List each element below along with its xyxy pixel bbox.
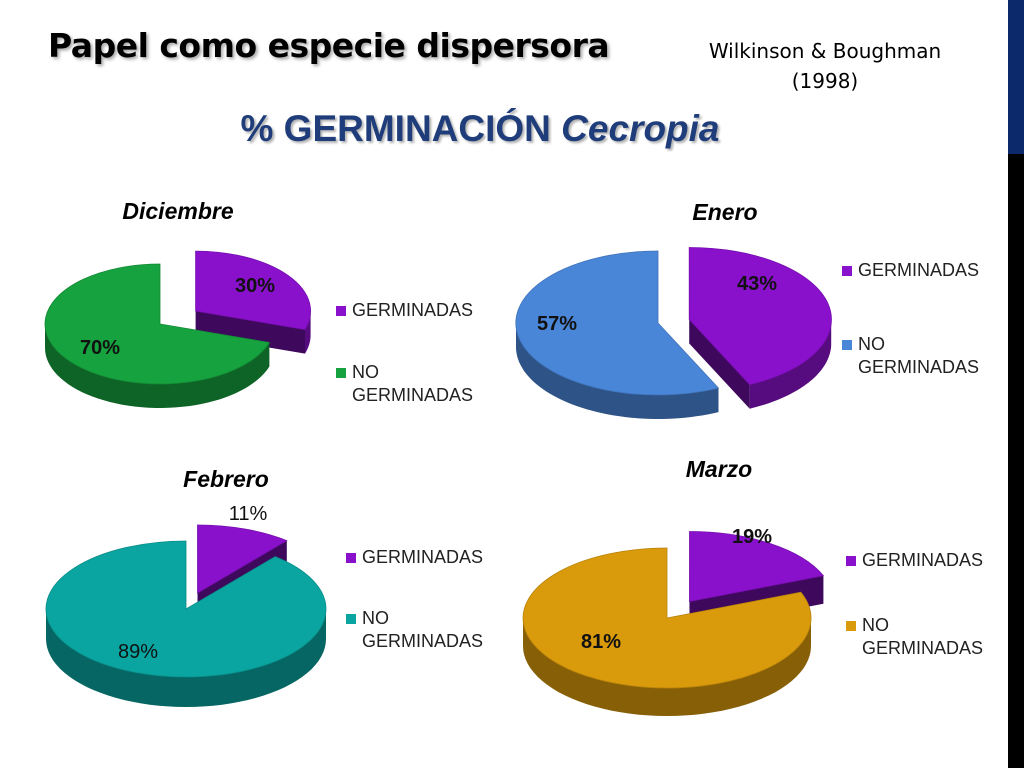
pie-chart-enero: Enero 43% 57% GERMINADAS NO GERMINADAS — [515, 199, 979, 419]
legend-swatch — [336, 306, 346, 316]
legend-entry-line: GERMINADAS — [362, 631, 483, 651]
pie-slice-germinadas — [688, 247, 832, 386]
legend-entry: NO GERMINADAS — [862, 615, 983, 658]
pie-wall-no-germinadas — [523, 618, 811, 716]
legend-entry-line: NO — [352, 362, 379, 382]
chart-headline: % GERMINACIÓN Cecropia — [0, 108, 960, 150]
pie-cut-face — [689, 319, 750, 409]
pie-data-label: 19% — [732, 526, 772, 548]
citation-authors: Wilkinson & Boughman — [708, 39, 942, 63]
pie-slice-no-germinadas — [515, 250, 720, 396]
legend-entry-line: NO — [362, 608, 389, 628]
pie-data-label: 30% — [235, 275, 275, 297]
citation: Wilkinson & Boughman (1998) — [680, 36, 970, 96]
pie-chart-diciembre: Diciembre 30% 70% GERMINADAS NO GERMINADAS — [44, 198, 473, 408]
pie-slice-no-germinadas — [44, 263, 271, 385]
pie-data-label: 89% — [118, 641, 158, 663]
legend-entry-line: GERMINADAS — [862, 638, 983, 658]
pie-wall-germinadas — [749, 319, 832, 409]
pie-slice-germinadas — [689, 531, 825, 602]
pie-slice-no-germinadas — [45, 540, 327, 678]
pie-wall-no-germinadas — [45, 324, 270, 408]
pie-data-label: 43% — [737, 273, 777, 295]
slide-title: Papel como especie dispersora — [48, 26, 610, 65]
pie-title: Enero — [692, 199, 757, 225]
pie-slice-germinadas — [195, 250, 311, 331]
legend-entry: NO GERMINADAS — [352, 362, 473, 405]
headline-prefix: % GERMINACIÓN — [240, 108, 551, 149]
legend-entry-line: GERMINADAS — [858, 357, 979, 377]
legend-swatch — [346, 614, 356, 624]
headline-species: Cecropia — [561, 108, 720, 149]
legend-entry-line: NO — [862, 615, 889, 635]
pie-data-label: 70% — [80, 337, 120, 359]
legend-entry: GERMINADAS — [352, 300, 473, 320]
legend-swatch — [846, 621, 856, 631]
pie-cut-face — [195, 311, 305, 354]
sidebar-accent-bottom — [1008, 154, 1024, 768]
legend-entry: NO GERMINADAS — [858, 334, 979, 377]
pie-wall-no-germinadas — [46, 609, 326, 707]
legend-entry: GERMINADAS — [862, 550, 983, 570]
legend-swatch — [842, 266, 852, 276]
pie-title: Diciembre — [122, 198, 233, 224]
pie-slice-no-germinadas — [522, 547, 812, 689]
legend-swatch — [346, 553, 356, 563]
pie-data-label: 57% — [537, 313, 577, 335]
legend-entry: GERMINADAS — [858, 260, 979, 280]
pie-slice-germinadas — [197, 524, 288, 594]
sidebar-accent-top — [1008, 0, 1024, 154]
pie-title: Marzo — [686, 456, 752, 482]
legend-entry: NO GERMINADAS — [362, 608, 483, 651]
pie-title: Febrero — [183, 466, 269, 492]
legend-entry-line: NO — [858, 334, 885, 354]
pie-chart-marzo: Marzo 19% 81% GERMINADAS NO GERMINADAS — [522, 456, 983, 716]
legend-entry: GERMINADAS — [362, 547, 483, 567]
legend-swatch — [846, 556, 856, 566]
legend-swatch — [336, 368, 346, 378]
citation-year: (1998) — [791, 69, 859, 93]
pie-data-label: 81% — [581, 631, 621, 653]
pie-chart-febrero: Febrero 11% 89% GERMINADAS NO GERMINADAS — [45, 466, 483, 707]
legend-entry-line: GERMINADAS — [352, 385, 473, 405]
legend-swatch — [842, 340, 852, 350]
pie-data-label: 11% — [229, 503, 268, 525]
